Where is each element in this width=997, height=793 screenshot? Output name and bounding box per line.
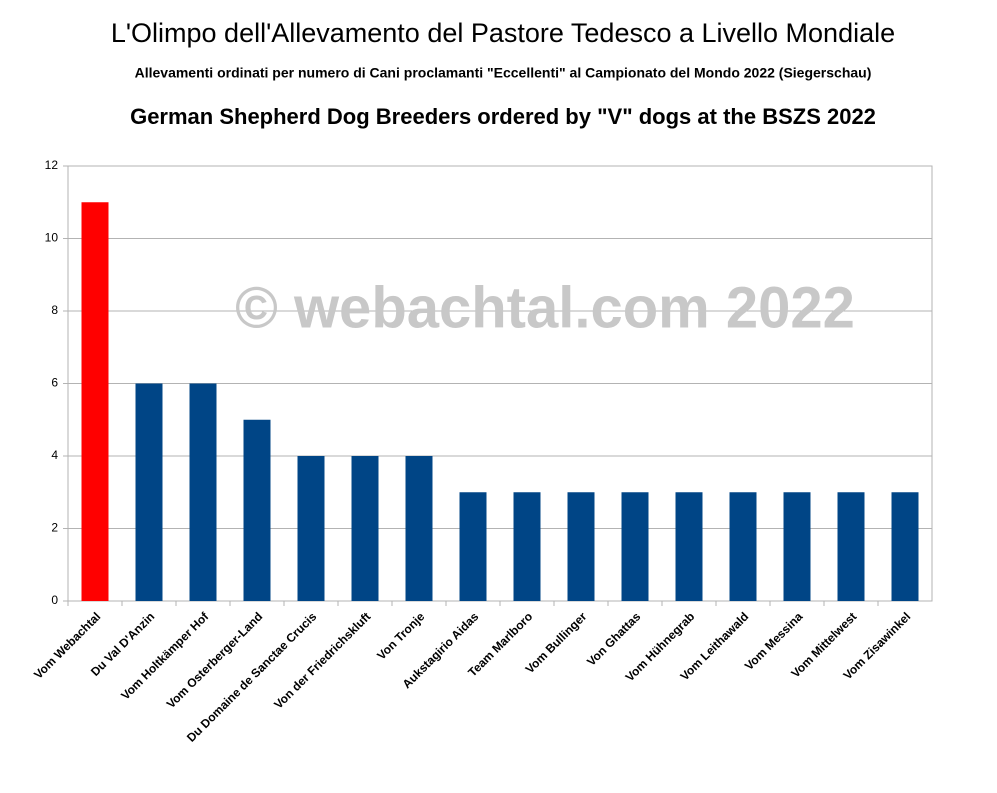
bar bbox=[81, 202, 109, 601]
bar bbox=[297, 456, 325, 601]
x-tick-label: Von Ghattas bbox=[584, 609, 643, 668]
y-tick-label: 0 bbox=[51, 593, 58, 607]
bar bbox=[135, 383, 163, 601]
bar bbox=[351, 456, 379, 601]
bar bbox=[243, 419, 271, 601]
y-tick-label: 2 bbox=[51, 521, 58, 535]
x-tick-label: Vom Osterberger-Land bbox=[164, 609, 266, 711]
bar bbox=[513, 492, 541, 601]
bar bbox=[459, 492, 487, 601]
chart-title: L'Olimpo dell'Allevamento del Pastore Te… bbox=[111, 18, 895, 48]
x-tick-label: Von der Friedrichskluft bbox=[271, 609, 373, 711]
y-tick-label: 10 bbox=[45, 231, 59, 245]
y-tick-label: 12 bbox=[45, 158, 59, 172]
y-tick-label: 8 bbox=[51, 303, 58, 317]
bar bbox=[675, 492, 703, 601]
y-tick-label: 4 bbox=[51, 448, 58, 462]
bar bbox=[783, 492, 811, 601]
x-tick-label: Von Tronje bbox=[374, 609, 427, 662]
bar bbox=[729, 492, 757, 601]
bar bbox=[621, 492, 649, 601]
bar bbox=[891, 492, 919, 601]
x-tick-label: Vom Holtkämper Hof bbox=[118, 609, 212, 703]
chart-heading: German Shepherd Dog Breeders ordered by … bbox=[130, 104, 876, 129]
y-tick-label: 6 bbox=[51, 376, 58, 390]
bar bbox=[189, 383, 217, 601]
bar bbox=[405, 456, 433, 601]
chart-subtitle: Allevamenti ordinati per numero di Cani … bbox=[135, 65, 872, 81]
watermark: © webachtal.com 2022 bbox=[235, 275, 855, 340]
bar bbox=[567, 492, 595, 601]
bar bbox=[837, 492, 865, 601]
